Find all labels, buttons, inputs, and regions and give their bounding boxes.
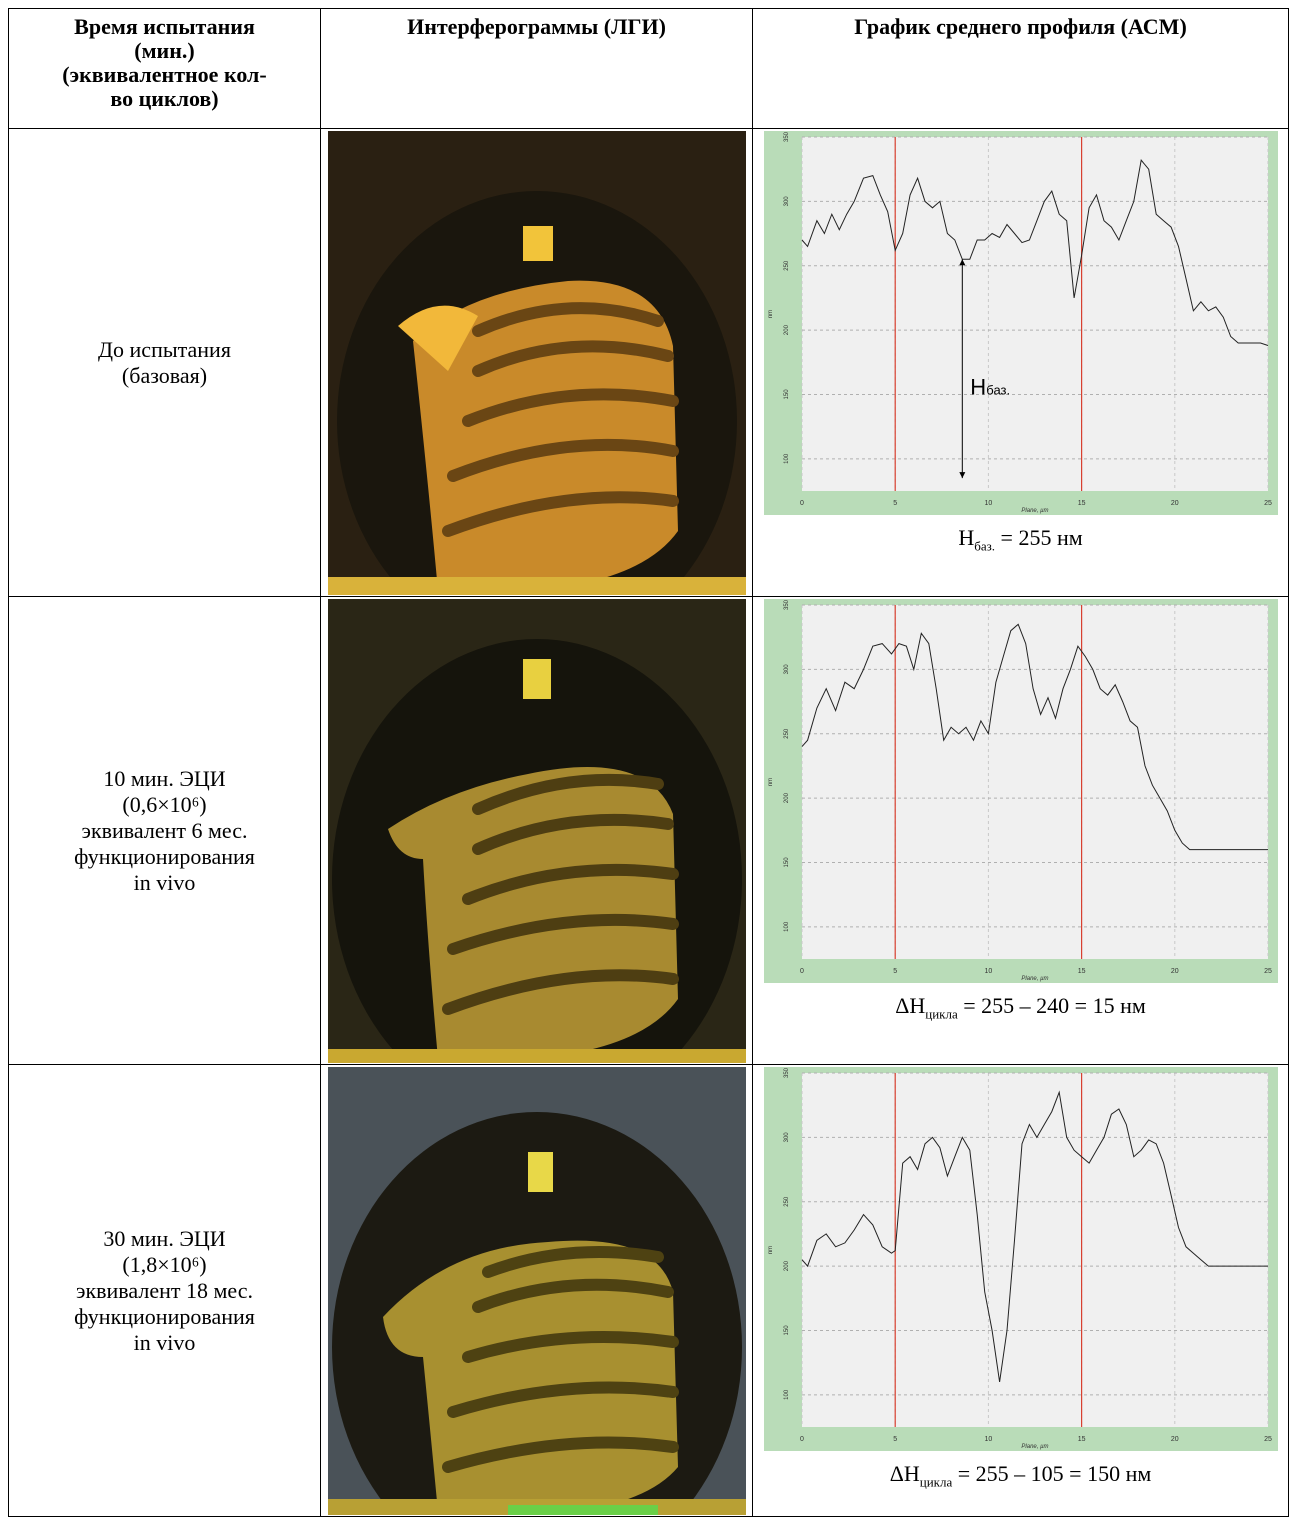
header-profile-chart: График среднего профиля (АСМ) — [752, 8, 1289, 129]
profile-chart-cell: 0 5 10 15 20 25 350 300 250 200 150 100 Plane, µm nm … — [752, 596, 1289, 1065]
y-tick-label: 150 — [784, 1325, 790, 1336]
y-tick-label: 300 — [784, 196, 790, 207]
x-tick-label: 10 — [984, 500, 992, 507]
x-tick-label: 20 — [1170, 968, 1178, 975]
y-tick-label: 300 — [784, 1132, 790, 1143]
afm-profile-chart: 0 5 10 15 20 25 350 300 250 200 150 100 Plane, µm nm — [763, 1067, 1278, 1451]
y-tick-label: 250 — [784, 260, 790, 271]
interferogram-cell — [320, 596, 753, 1065]
y-tick-label: 150 — [784, 389, 790, 400]
chart-caption: Hбаз. = 255 нм — [958, 525, 1083, 554]
arrow-head-bottom — [958, 472, 965, 479]
y-tick-label: 200 — [784, 792, 790, 803]
y-tick-label: 100 — [784, 921, 790, 932]
interferogram-image — [327, 130, 746, 595]
y-tick-label: 150 — [784, 857, 790, 868]
y-axis-label: nm — [768, 1246, 774, 1254]
x-axis-label: Plane, µm — [1021, 508, 1048, 514]
afm-profile-chart: 0 5 10 15 20 25 350 300 250 200 150 100 Plane, µm nm H… — [763, 131, 1278, 515]
row-label: 30 мин. ЭЦИ (1,8×10⁶) эквивалент 18 мес.… — [8, 1064, 321, 1517]
interferogram-cell — [320, 128, 753, 597]
height-annotation: H — [970, 374, 986, 399]
y-axis-label: nm — [768, 310, 774, 318]
table-row: До испытания (базовая) 0 5 10 — [8, 128, 1289, 597]
row-label: 10 мин. ЭЦИ (0,6×10⁶) эквивалент 6 мес. … — [8, 596, 321, 1065]
x-tick-label: 25 — [1264, 968, 1272, 975]
y-tick-label: 350 — [784, 1067, 790, 1078]
x-axis-label: Plane, µm — [1021, 976, 1048, 982]
x-axis-label: Plane, µm — [1021, 1444, 1048, 1450]
y-tick-label: 100 — [784, 1389, 790, 1400]
plot-area — [801, 137, 1268, 491]
y-tick-label: 200 — [784, 324, 790, 335]
x-tick-label: 5 — [893, 968, 897, 975]
y-axis-label: nm — [768, 778, 774, 786]
x-tick-label: 0 — [800, 500, 804, 507]
table-row: 10 мин. ЭЦИ (0,6×10⁶) эквивалент 6 мес. … — [8, 596, 1289, 1065]
y-tick-label: 100 — [784, 453, 790, 464]
row-label: До испытания (базовая) — [8, 128, 321, 597]
interferogram-image — [327, 598, 746, 1063]
x-tick-label: 10 — [984, 1436, 992, 1443]
x-tick-label: 10 — [984, 968, 992, 975]
x-tick-label: 0 — [800, 968, 804, 975]
x-tick-label: 5 — [893, 1436, 897, 1443]
table-row: 30 мин. ЭЦИ (1,8×10⁶) эквивалент 18 мес.… — [8, 1064, 1289, 1517]
y-tick-label: 250 — [784, 728, 790, 739]
x-tick-label: 15 — [1077, 968, 1085, 975]
x-tick-label: 0 — [800, 1436, 804, 1443]
x-tick-label: 5 — [893, 500, 897, 507]
y-tick-label: 300 — [784, 664, 790, 675]
height-annotation-sub: баз. — [986, 382, 1010, 397]
interferogram-image — [327, 1066, 746, 1515]
x-tick-label: 15 — [1077, 1436, 1085, 1443]
interferogram-cell — [320, 1064, 753, 1517]
profile-chart-cell: 0 5 10 15 20 25 350 300 250 200 150 100 Plane, µm nm H… — [752, 128, 1289, 597]
plot-area — [801, 1073, 1268, 1427]
x-tick-label: 25 — [1264, 500, 1272, 507]
profile-line — [801, 159, 1268, 346]
x-tick-label: 20 — [1170, 500, 1178, 507]
x-tick-label: 15 — [1077, 500, 1085, 507]
y-tick-label: 350 — [784, 131, 790, 142]
x-tick-label: 25 — [1264, 1436, 1272, 1443]
chart-caption: ΔHцикла = 255 – 105 = 150 нм — [889, 1461, 1152, 1490]
arrow-head-top — [958, 259, 965, 266]
afm-profile-chart: 0 5 10 15 20 25 350 300 250 200 150 100 Plane, µm nm — [763, 599, 1278, 983]
header-row: Время испытания (мин.) (эквивалентное ко… — [8, 8, 1289, 129]
profile-line — [801, 1090, 1268, 1382]
plot-area — [801, 605, 1268, 959]
header-test-time: Время испытания (мин.) (эквивалентное ко… — [8, 8, 321, 129]
profile-chart-cell: 0 5 10 15 20 25 350 300 250 200 150 100 Plane, µm nm … — [752, 1064, 1289, 1517]
y-tick-label: 250 — [784, 1196, 790, 1207]
y-tick-label: 350 — [784, 599, 790, 610]
x-tick-label: 20 — [1170, 1436, 1178, 1443]
chart-caption: ΔHцикла = 255 – 240 = 15 нм — [895, 993, 1146, 1022]
profile-line — [801, 623, 1268, 851]
y-tick-label: 200 — [784, 1260, 790, 1271]
results-table: Время испытания (мин.) (эквивалентное ко… — [8, 8, 1289, 1517]
header-interferograms: Интерферограммы (ЛГИ) — [320, 8, 753, 129]
